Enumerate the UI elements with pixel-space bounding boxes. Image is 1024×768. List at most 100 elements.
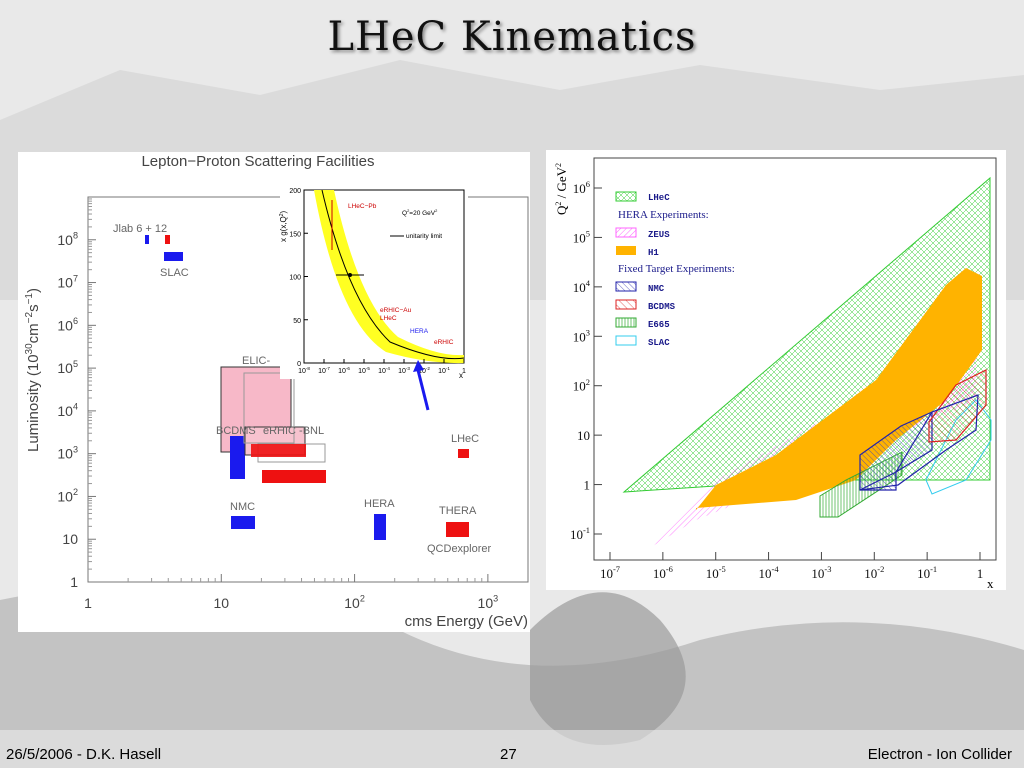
y-tick-label: 102 [57,487,78,504]
label-qcdexplorer: QCDexplorer [427,543,492,555]
page-number: 27 [500,746,517,763]
y-tick-label: 103 [573,327,590,344]
inset-x-tick: 10-7 [318,366,330,375]
y-tick-label: 105 [57,359,78,376]
y-tick-label: 106 [573,179,590,196]
erhic-high-box [251,444,306,457]
label-jlab: Jlab 6 + 12 [113,223,167,235]
legend-h1: H1 [648,248,659,258]
kinematics-legend: LHeC HERA Experiments: ZEUS H1 Fixed Tar… [615,191,735,348]
facilities-chart-panel: Lepton−Proton Scattering Facilities 1 10 1… [18,152,530,632]
y-tick-label: 104 [573,278,591,295]
lhec-box [458,449,469,458]
pointer-arrow [413,360,430,411]
inset-x-tick: 10-6 [338,366,350,375]
inset-x-tick: 10-3 [398,366,410,375]
legend-swatch-zeus [615,227,637,238]
bcdms-box [230,436,245,479]
inset-y-tick: 150 [289,231,301,238]
inset-legend: unitarity limit [406,233,442,240]
legend-hera-heading: HERA Experiments: [618,209,709,221]
legend-swatch-slac [615,335,637,346]
x-tick-label: 10-2 [864,564,884,581]
x-axis-label: x [987,576,994,590]
erhic-low-box [262,470,326,483]
legend-nmc: NMC [648,284,665,294]
inset-x-tick: 10-4 [378,366,390,375]
inset-x-tick: 10-2 [418,366,430,375]
legend-swatch-h1 [616,246,636,255]
facilities-chart: Lepton−Proton Scattering Facilities 1 10 1… [24,153,529,630]
plot-frame [593,157,997,561]
inset-annotation: Q2=20 GeV2 [402,208,438,217]
legend-e665: E665 [648,320,670,330]
x-tick-label: 10-4 [759,564,780,581]
thera-box [446,522,469,537]
y-tick-label: 10-1 [570,525,590,542]
x-tick-label: 10-3 [811,564,831,581]
y-tick-label: 107 [57,273,78,290]
legend-bcdms: BCDMS [648,302,676,312]
unitarity-inset: LHeC−Pb Q2=20 GeV2 unitarity limit eRHIC… [279,184,468,380]
x-tick-label: 1 [977,566,984,581]
inset-label-lhec: LHeC [380,315,397,322]
inset-y-tick: 100 [289,275,301,282]
label-elic: ELIC- [242,355,270,367]
inset-x-tick: 1 [462,368,466,375]
inset-label-hera: HERA [410,328,429,335]
y-tick-label: 10 [577,428,590,443]
unitarity-curve [321,189,465,360]
chart-title: Lepton−Proton Scattering Facilities [141,153,374,170]
q2-axis-label: Q2 / GeV2 [554,163,569,215]
inset-x-tick: 10-1 [438,366,450,375]
y-tick-label: 10 [62,531,78,547]
slac-box [164,252,183,261]
label-erhic: eRHIC -BNL [263,425,324,437]
inset-y-tick: 200 [289,188,301,195]
inset-y-label: x g(x,Q2) [279,210,288,242]
legend-fixed-heading: Fixed Target Experiments: [618,263,735,275]
inset-x-tick: 10-5 [358,366,370,375]
x-tick-label: 1 [84,595,92,611]
bcdms-region [928,369,987,443]
x-tick-label: 10-6 [653,564,673,581]
label-lhec: LHeC [451,433,479,445]
legend-swatch-nmc [615,281,637,292]
inset-label-lhec-pb: LHeC−Pb [348,203,377,210]
label-hera: HERA [364,498,395,510]
facility-boxes [145,235,469,540]
y-tick-label: 105 [573,229,590,246]
x-tick-label: 10 [214,595,230,611]
elic-outline [243,372,295,444]
y-tick-label: 108 [57,230,78,247]
legend-zeus: ZEUS [648,230,670,240]
kinematics-chart-panel: 10-7 10-6 10-5 10-4 10-3 10-2 10-1 1 10-1 1 10 102 1… [546,150,1006,591]
kinematics-chart: 10-7 10-6 10-5 10-4 10-3 10-2 10-1 1 10-1 1 10 102 1… [554,157,997,591]
x-tick-label: 103 [478,594,499,611]
label-slac: SLAC [160,267,189,279]
label-thera: THERA [439,505,477,517]
legend-swatch-e665 [615,317,637,328]
inset-y-tick: 50 [293,318,301,325]
y-tick-label: 103 [57,444,78,461]
inset-band [314,190,464,364]
legend-swatch-bcdms [615,299,637,310]
h1-region [696,268,982,510]
y-tick-label: 106 [57,316,78,333]
y-tick-label: 1 [584,478,591,493]
nmc-region [859,411,933,491]
slide-title: LHeC Kinematics [327,14,697,60]
inset-label-erhic-au: eRHIC−Au [380,307,412,314]
inset-label-erhic: eRHIC [434,339,454,346]
jlab12-box [165,235,170,244]
legend-lhec: LHeC [648,193,670,203]
footer-author-date: 26/5/2006 - D.K. Hasell [6,746,162,763]
label-nmc: NMC [230,501,255,513]
legend-swatch-lhec [615,191,637,202]
x-tick-label: 10-7 [600,564,620,581]
inset-y-tick: 0 [297,361,301,368]
x-axis-label: cms Energy (GeV) [405,613,528,630]
footer-event: Electron - Ion Collider [867,746,1012,763]
y-axis-label: Luminosity (1030cm−2s−1) [24,288,42,452]
nmc-box [231,516,255,529]
